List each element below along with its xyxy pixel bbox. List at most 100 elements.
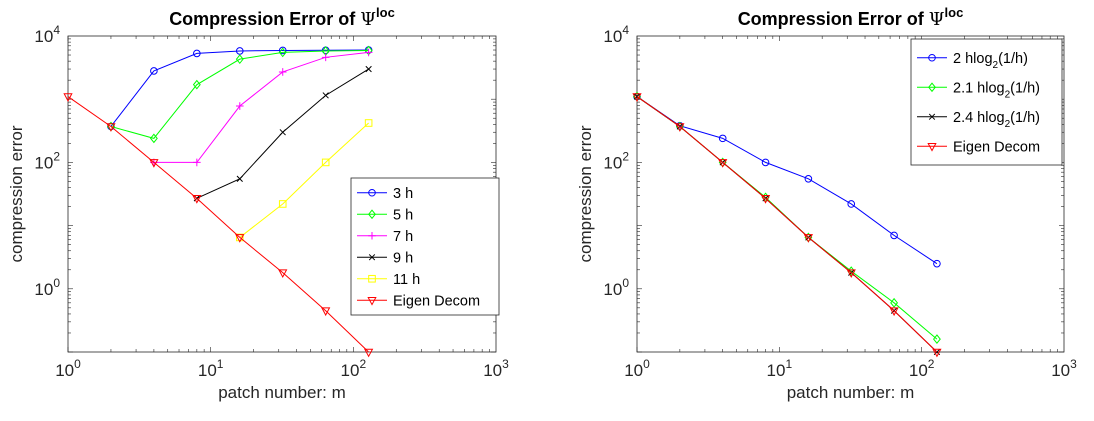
series-line bbox=[67, 96, 369, 353]
y-tick-exponent: 4 bbox=[622, 23, 629, 37]
x-tick-exponent: 3 bbox=[1070, 357, 1077, 371]
x-tick-exponent: 1 bbox=[217, 357, 224, 371]
legend-label-subscript: 2 bbox=[1005, 119, 1011, 130]
series-line bbox=[239, 122, 369, 238]
legend-label-main: Eigen Decom bbox=[393, 293, 480, 309]
legend-entry: 3 h bbox=[357, 186, 413, 202]
data-point bbox=[193, 158, 201, 167]
y-axis-label: compression error bbox=[7, 125, 26, 262]
legend-label-main: 2.1 hlog bbox=[953, 80, 1005, 96]
title-main: Compression Error of bbox=[169, 9, 360, 29]
data-layer bbox=[632, 91, 942, 358]
data-point bbox=[192, 195, 202, 204]
legend-label-subscript: 2 bbox=[993, 60, 999, 71]
legend-label: 9 h bbox=[393, 250, 413, 266]
legend-box bbox=[910, 38, 1063, 166]
series-4 bbox=[632, 93, 942, 358]
y-tick-exponent: 2 bbox=[622, 149, 629, 163]
data-point bbox=[235, 234, 245, 243]
legend-label: 7 h bbox=[393, 229, 413, 245]
data-point bbox=[364, 119, 373, 127]
data-point bbox=[236, 175, 243, 182]
legend-label-subscript: 2 bbox=[1005, 89, 1011, 100]
legend-marker bbox=[928, 53, 936, 62]
data-point bbox=[235, 102, 244, 110]
y-axis-label: compression error bbox=[576, 125, 595, 262]
y-tick-exponent: 0 bbox=[622, 276, 629, 290]
data-point bbox=[933, 259, 941, 268]
x-tick-exponent: 2 bbox=[359, 357, 366, 371]
chart-title: Compression Error of Ψloc bbox=[169, 5, 395, 30]
data-point bbox=[632, 93, 642, 102]
data-point bbox=[321, 158, 330, 167]
y-tick-exponent: 2 bbox=[53, 149, 60, 163]
data-point bbox=[149, 133, 158, 144]
legend-label-tail: (1/h) bbox=[1010, 80, 1040, 96]
data-point bbox=[235, 54, 244, 65]
legend-label-main: 9 h bbox=[393, 250, 413, 266]
data-point bbox=[278, 46, 287, 55]
chart-title: Compression Error of Ψloc bbox=[738, 5, 964, 30]
series-line bbox=[636, 96, 938, 353]
x-tick-exponent: 0 bbox=[643, 357, 650, 371]
data-point bbox=[235, 47, 244, 55]
data-point bbox=[760, 195, 771, 204]
legend-label: 2.1 hlog2(1/h) bbox=[953, 80, 1040, 100]
x-axis-label: patch number: m bbox=[218, 383, 346, 402]
axis-ticks bbox=[67, 36, 496, 353]
y-tick-label: 100 bbox=[34, 276, 60, 299]
legend-label-tail: (1/h) bbox=[998, 51, 1028, 67]
y-tick-label: 104 bbox=[34, 23, 60, 46]
legend-label-main: 7 h bbox=[393, 229, 413, 245]
legend-entry: 2.1 hlog2(1/h) bbox=[917, 80, 1040, 100]
data-point bbox=[890, 231, 898, 240]
x-tick-label: 103 bbox=[483, 357, 509, 380]
y-tick-label: 100 bbox=[603, 276, 629, 299]
legend-marker bbox=[368, 209, 376, 220]
legend-label-main: 2 hlog bbox=[953, 51, 993, 67]
legend: 2 hlog2(1/h)2.1 hlog2(1/h)2.4 hlog2(1/h)… bbox=[910, 38, 1063, 166]
data-point bbox=[890, 297, 899, 308]
y-tick-exponent: 0 bbox=[53, 276, 60, 290]
data-point bbox=[150, 67, 158, 75]
series-line bbox=[110, 49, 369, 139]
x-tick-label: 100 bbox=[55, 357, 81, 380]
legend-label-main: Eigen Decom bbox=[953, 139, 1040, 155]
series-6 bbox=[63, 93, 374, 358]
data-point bbox=[718, 134, 727, 143]
legend-label: 3 h bbox=[393, 186, 413, 202]
legend-label: Eigen Decom bbox=[393, 293, 480, 309]
data-point bbox=[63, 93, 73, 102]
data-point bbox=[675, 123, 685, 132]
legend-label-main: 11 h bbox=[393, 272, 420, 288]
x-tick-exponent: 0 bbox=[74, 357, 81, 371]
legend-label-tail: (1/h) bbox=[1010, 110, 1040, 126]
data-point bbox=[278, 269, 288, 279]
data-point bbox=[889, 307, 899, 317]
legend-marker bbox=[368, 254, 376, 261]
legend-label: 5 h bbox=[393, 207, 413, 223]
legend-entry: 11 h bbox=[357, 272, 420, 288]
data-point bbox=[761, 158, 770, 167]
x-tick-label: 100 bbox=[624, 357, 650, 380]
title-superscript: loc bbox=[376, 5, 395, 20]
title-main: Compression Error of bbox=[738, 9, 929, 29]
legend-marker bbox=[368, 274, 376, 283]
y-tick-exponent: 4 bbox=[53, 23, 60, 37]
data-point bbox=[364, 48, 373, 57]
legend-entry: 2.4 hlog2(1/h) bbox=[917, 110, 1040, 130]
legend-label: Eigen Decom bbox=[953, 139, 1040, 155]
legend-entry: 5 h bbox=[357, 207, 413, 223]
title-superscript: loc bbox=[945, 5, 964, 20]
data-point bbox=[804, 175, 813, 183]
series-1 bbox=[633, 92, 941, 268]
data-point bbox=[363, 348, 374, 358]
data-point bbox=[718, 159, 728, 168]
legend-marker bbox=[927, 142, 937, 152]
legend-label-main: 2.4 hlog bbox=[953, 110, 1005, 126]
legend-marker bbox=[368, 188, 376, 197]
data-point bbox=[932, 334, 941, 344]
